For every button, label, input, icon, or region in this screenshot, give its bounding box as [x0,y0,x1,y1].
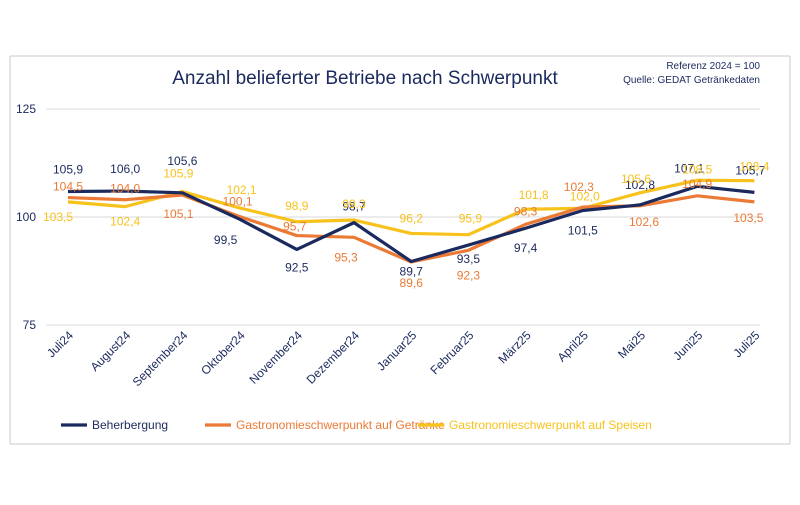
data-label: 106,0 [110,162,140,176]
x-tick-label: Mai25 [615,328,648,361]
x-tick-label: Januar25 [374,328,420,374]
data-label: 97,4 [514,241,538,255]
data-label: 92,5 [285,260,309,274]
data-label: 108,5 [682,162,712,176]
data-label: 101,8 [519,188,549,202]
y-tick-100: 100 [16,210,36,224]
data-label: 95,7 [283,220,307,234]
data-label: 102,6 [629,215,659,229]
data-label: 105,6 [167,154,197,168]
data-label: 100,1 [223,195,253,209]
x-tick-label: Oktober24 [198,328,248,378]
data-label: 92,3 [457,268,481,282]
data-label: 102,1 [227,183,257,197]
data-label: 89,6 [400,276,424,290]
data-label: 95,9 [459,212,483,226]
data-label: 98,7 [342,200,366,214]
y-tick-125: 125 [16,102,36,116]
x-tick-label: Juli25 [730,328,762,360]
data-label: 105,1 [163,207,193,221]
data-label: 96,2 [400,211,424,225]
legend-item-0: Beherbergung [61,418,168,432]
data-label: 98,9 [285,199,309,213]
data-label: 95,3 [334,250,358,264]
data-label: 103,5 [733,211,763,225]
data-label: 104,5 [53,180,83,194]
x-tick-label: November24 [246,328,305,387]
data-label: 89,7 [400,264,424,278]
data-label: 105,9 [163,167,193,181]
data-label: 104,9 [682,177,712,191]
data-label: 104,0 [110,182,140,196]
x-tick-label: Juli24 [44,328,76,360]
legend-item-2: Gastronomieschwerpunkt auf Speisen [418,418,652,432]
legend-item-1: Gastronomieschwerpunkt auf Getränke [205,418,445,432]
data-label: 108,4 [739,160,769,174]
legend-label: Beherbergung [92,418,168,432]
legend-label: Gastronomieschwerpunkt auf Speisen [449,418,652,432]
data-label: 101,5 [568,224,598,238]
x-tick-label: August24 [88,328,134,374]
data-label: 102,4 [110,215,140,229]
data-label: 103,5 [43,210,73,224]
data-label: 105,9 [53,163,83,177]
source-note: Quelle: GEDAT Getränkedaten [623,75,760,86]
x-tick-label: April25 [555,328,592,365]
x-tick-label: März25 [496,328,534,366]
data-label: 107,1 [674,161,704,175]
data-label: 102,3 [564,180,594,194]
data-label: 105,7 [735,163,765,177]
data-label: 93,5 [457,252,481,266]
data-label: 98,3 [514,204,538,218]
x-tick-label: Dezember24 [304,328,363,387]
data-label: 102,8 [625,178,655,192]
data-label: 99,3 [342,197,366,211]
x-tick-label: Juni25 [670,328,705,363]
data-label: 102,0 [570,189,600,203]
data-label: 105,6 [621,172,651,186]
x-tick-label: September24 [130,328,191,389]
data-label: 99,5 [214,233,238,247]
y-tick-75: 75 [23,318,37,332]
reference-note: Referenz 2024 = 100 [666,61,760,72]
series-line-0 [67,184,755,264]
chart-title: Anzahl belieferter Betriebe nach Schwerp… [172,68,558,89]
legend-label: Gastronomieschwerpunkt auf Getränke [236,418,445,432]
x-tick-label: Februar25 [427,328,476,377]
